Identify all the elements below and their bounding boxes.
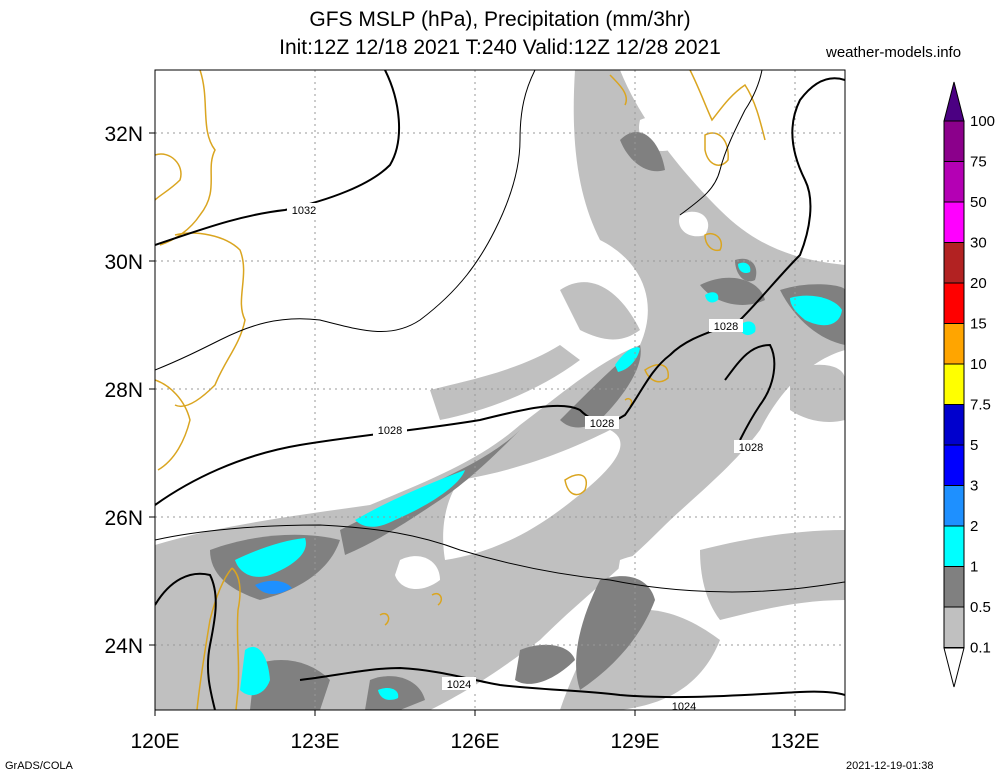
map-frame bbox=[154, 69, 846, 711]
isobar-label: 1028 bbox=[590, 418, 614, 430]
isobar-labels: 1032 1028 1028 1028 1028 1024 1024 bbox=[287, 203, 768, 713]
isobar-label: 1028 bbox=[378, 425, 402, 437]
colorbar-label: 7.5 bbox=[970, 397, 991, 414]
colorbar-label: 10 bbox=[970, 356, 987, 373]
colorbar-labels: 100 75 50 30 20 15 10 7.5 5 3 2 1 0.5 0.1 bbox=[970, 113, 995, 657]
colorbar-label: 1 bbox=[970, 559, 978, 576]
colorbar-swatch bbox=[943, 201, 965, 243]
colorbar-swatch bbox=[943, 161, 965, 203]
colorbar-swatch bbox=[943, 363, 965, 405]
isobars bbox=[155, 70, 845, 710]
colorbar-label: 30 bbox=[970, 235, 987, 252]
y-tick-labels: 32N 30N 28N 26N 24N bbox=[104, 123, 143, 658]
isobar-label: 1028 bbox=[739, 442, 763, 454]
map-area: 1032 1028 1028 1028 1028 1024 1024 bbox=[155, 70, 845, 713]
colorbar-swatch bbox=[943, 404, 965, 446]
gridlines bbox=[155, 70, 845, 710]
colorbar-swatches bbox=[943, 120, 965, 648]
generation-timestamp: 2021-12-19-01:38 bbox=[846, 760, 934, 772]
colorbar-swatch bbox=[943, 606, 965, 648]
colorbar: 100 75 50 30 20 15 10 7.5 5 3 2 1 0.5 0.1 bbox=[943, 81, 995, 688]
map-title: GFS MSLP (hPa), Precipitation (mm/3hr) bbox=[309, 8, 691, 31]
colorbar-label: 2 bbox=[970, 518, 978, 535]
x-tick-label: 126E bbox=[450, 730, 499, 753]
colorbar-swatch bbox=[943, 323, 965, 365]
isobar-label: 1028 bbox=[714, 321, 738, 333]
precip-heavier bbox=[255, 580, 292, 594]
y-tick-label: 28N bbox=[104, 379, 143, 402]
colorbar-label: 100 bbox=[970, 113, 995, 130]
colorbar-label: 0.1 bbox=[970, 640, 991, 657]
colorbar-label: 0.5 bbox=[970, 599, 991, 616]
colorbar-label: 15 bbox=[970, 316, 987, 333]
colorbar-label: 20 bbox=[970, 275, 987, 292]
colorbar-swatch bbox=[943, 525, 965, 567]
isobar-label: 1032 bbox=[292, 205, 316, 217]
colorbar-label: 75 bbox=[970, 154, 987, 171]
isobar-label: 1024 bbox=[672, 701, 696, 713]
colorbar-swatch bbox=[943, 444, 965, 486]
axis-ticks bbox=[149, 132, 796, 716]
y-tick-label: 32N bbox=[104, 123, 143, 146]
source-site: weather-models.info bbox=[826, 44, 962, 61]
map-subtitle: Init:12Z 12/18 2021 T:240 Valid:12Z 12/2… bbox=[279, 36, 721, 59]
y-tick-label: 26N bbox=[104, 507, 143, 530]
precip-heavy bbox=[235, 262, 842, 700]
colorbar-swatch bbox=[943, 282, 965, 324]
x-tick-labels: 120E 123E 126E 129E 132E bbox=[130, 730, 819, 753]
colorbar-swatch bbox=[943, 242, 965, 284]
isobar-label: 1024 bbox=[447, 679, 471, 691]
x-tick-label: 120E bbox=[130, 730, 179, 753]
x-tick-label: 129E bbox=[610, 730, 659, 753]
colorbar-label: 50 bbox=[970, 194, 987, 211]
colorbar-swatch bbox=[943, 120, 965, 162]
colorbar-swatch bbox=[943, 485, 965, 527]
coastlines bbox=[155, 70, 766, 710]
x-tick-label: 132E bbox=[770, 730, 819, 753]
x-tick-label: 123E bbox=[290, 730, 339, 753]
colorbar-top-triangle bbox=[943, 81, 965, 122]
colorbar-label: 5 bbox=[970, 437, 978, 454]
y-tick-label: 24N bbox=[104, 635, 143, 658]
colorbar-label: 3 bbox=[970, 478, 978, 495]
y-tick-label: 30N bbox=[104, 251, 143, 274]
colorbar-swatch bbox=[943, 566, 965, 608]
software-credit: GrADS/COLA bbox=[5, 760, 73, 772]
colorbar-bottom-triangle bbox=[943, 647, 965, 688]
